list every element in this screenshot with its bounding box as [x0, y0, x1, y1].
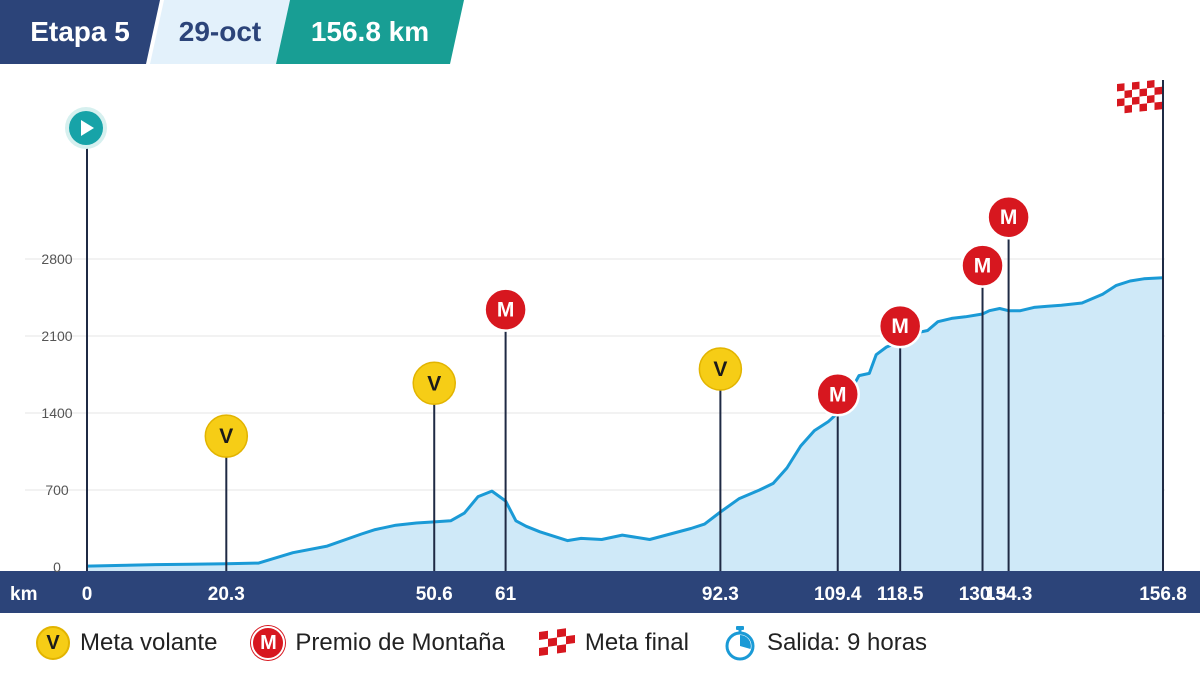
- markers-layer: V V M V M M M M: [65, 79, 1162, 458]
- marker-letter: V: [713, 358, 727, 381]
- profile-area: [87, 277, 1163, 571]
- flag-square: [1139, 103, 1147, 112]
- kom-marker: M: [877, 303, 923, 349]
- x-tick-label: 118.5: [877, 584, 924, 605]
- kom-marker: M: [815, 372, 860, 417]
- marker-letter: M: [1000, 206, 1018, 229]
- kom-marker-circle: [815, 372, 860, 417]
- marker-letter: M: [974, 255, 992, 278]
- x-axis-label: km: [10, 584, 37, 605]
- x-tick-label: 130.5: [959, 584, 1007, 605]
- flag-square: [1132, 89, 1140, 98]
- marker-letter: V: [427, 372, 441, 395]
- km-axis-bar: [0, 571, 1200, 613]
- flag-square: [1124, 82, 1132, 91]
- legend-item-sprint: V Meta volante: [36, 626, 217, 660]
- date-badge: 29-oct: [150, 0, 290, 64]
- legend-finish-label: Meta final: [584, 629, 689, 656]
- flag-square: [1154, 101, 1162, 111]
- legend-item-start-time: Salida: 9 horas: [723, 625, 927, 661]
- y-tick-label: 0: [53, 559, 61, 575]
- kom-marker-circle: [986, 194, 1031, 240]
- x-tick-label: 20.3: [208, 584, 245, 605]
- marker-letter: M: [891, 315, 909, 338]
- flag-square: [1154, 79, 1162, 88]
- legend: V Meta volante M Premio de Montaña Meta …: [36, 620, 961, 666]
- legend-start-label: Salida: 9 horas: [766, 629, 928, 656]
- legend-item-kom: M Premio de Montaña: [251, 626, 505, 660]
- flag-square: [1154, 94, 1162, 103]
- profile-area-layer: [86, 276, 1164, 571]
- marker-letter: M: [497, 299, 515, 322]
- checkered-flag-icon: [538, 628, 575, 658]
- x-tick-label: 61: [495, 584, 517, 605]
- y-tick-labels: 0 700 1400 2100 2800: [41, 251, 72, 575]
- flag-square: [1117, 98, 1125, 107]
- flag-square: [1147, 95, 1155, 104]
- kom-marker-circle: [483, 287, 528, 332]
- flag-square: [1139, 80, 1147, 90]
- x-tick-label: 50.6: [416, 584, 453, 605]
- kom-icon: M: [251, 626, 286, 660]
- flag-square: [1154, 86, 1162, 96]
- sprint-icon: V: [36, 626, 70, 660]
- sprint-marker: V: [412, 361, 456, 406]
- marker-letter: V: [219, 425, 233, 448]
- x-tick-label: 92.3: [702, 584, 739, 605]
- flag-square: [1117, 90, 1125, 99]
- legend-kom-label: Premio de Montaña: [295, 629, 505, 656]
- y-tick-label: 2800: [41, 251, 72, 267]
- kom-marker: M: [960, 243, 1005, 288]
- flag-square: [1124, 104, 1132, 114]
- sprint-marker-circle: [698, 347, 743, 391]
- flag-square: [1147, 80, 1155, 89]
- flag-square: [1139, 88, 1147, 97]
- y-tick-label: 1400: [41, 405, 72, 421]
- start-marker: [65, 107, 107, 149]
- x-tick-label: 0: [82, 584, 93, 605]
- y-tick-label: 2100: [41, 328, 72, 344]
- sprint-marker: V: [204, 414, 249, 458]
- x-tick-label: 109.4: [814, 584, 862, 605]
- legend-sprint-label: Meta volante: [80, 629, 218, 656]
- finish-flag-icon: [1117, 79, 1162, 114]
- profile-line: [86, 276, 1164, 568]
- flag-square: [1132, 81, 1140, 90]
- kom-marker: M: [483, 287, 528, 332]
- flag-square: [1132, 96, 1140, 105]
- kom-marker: M: [986, 194, 1031, 240]
- flag-square: [1117, 83, 1125, 92]
- flag-square: [1147, 87, 1155, 96]
- distance-badge: 156.8 km: [276, 0, 464, 64]
- flag-square: [1147, 102, 1155, 111]
- play-icon: [81, 120, 94, 136]
- sprint-marker-circle: [412, 361, 456, 406]
- stopwatch-icon: [723, 625, 757, 661]
- stage-header: Etapa 5 29-oct 156.8 km: [0, 0, 470, 64]
- flag-square: [1139, 95, 1147, 105]
- sprint-marker: V: [698, 347, 743, 391]
- marker-letter: M: [829, 383, 847, 406]
- kom-marker-circle: [877, 303, 923, 349]
- flag-square: [1124, 89, 1132, 99]
- stage-badge: Etapa 5: [0, 0, 160, 64]
- marker-lines-layer: [86, 80, 1164, 571]
- y-tick-label: 700: [45, 482, 69, 498]
- sprint-marker-circle: [204, 414, 249, 458]
- flag-square: [1124, 97, 1132, 106]
- kom-marker-circle: [960, 243, 1005, 288]
- x-tick-label: 134.3: [985, 584, 1033, 605]
- flag-square: [1117, 105, 1125, 114]
- x-tick-label: 156.8: [1139, 584, 1187, 605]
- flag-square: [1132, 104, 1140, 113]
- legend-item-finish: Meta final: [538, 628, 689, 658]
